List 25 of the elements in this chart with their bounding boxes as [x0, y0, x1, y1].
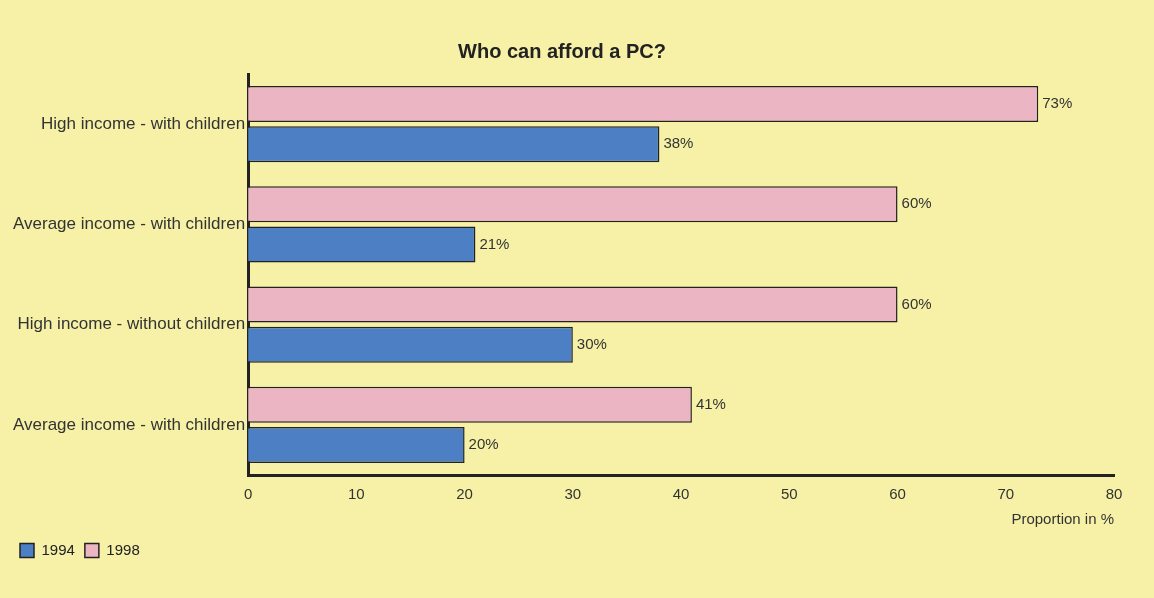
x-tick-label: 20 — [456, 485, 473, 503]
x-tick-label: 70 — [997, 485, 1015, 503]
x-tick-label: 0 — [243, 485, 253, 503]
x-tick-label: 10 — [348, 485, 365, 503]
data-label: 73% — [1042, 94, 1073, 112]
data-label: 41% — [695, 394, 726, 412]
x-tick-label: 30 — [564, 485, 582, 503]
legend-label: 1998 — [106, 540, 140, 558]
y-tick-label: High income - without children — [17, 314, 246, 334]
y-tick-label: High income - with children — [41, 113, 246, 133]
y-tick-label: Average income - with children — [12, 414, 246, 434]
data-label: 20% — [468, 435, 499, 453]
x-tick-label: 60 — [889, 485, 906, 503]
x-axis-title: Proportion in % — [1011, 510, 1114, 528]
data-label: 60% — [901, 194, 932, 212]
legend-label: 1994 — [41, 540, 75, 558]
chart-title: Who can afford a PC? — [458, 39, 666, 62]
y-tick-label: Average income - with children — [12, 214, 246, 234]
data-label: 21% — [479, 234, 510, 252]
x-tick-label: 50 — [780, 485, 798, 503]
x-tick-label: 80 — [1105, 485, 1123, 503]
data-label: 30% — [576, 334, 607, 352]
data-label: 60% — [901, 294, 932, 312]
data-label: 38% — [663, 134, 694, 152]
x-tick-label: 40 — [672, 485, 690, 503]
